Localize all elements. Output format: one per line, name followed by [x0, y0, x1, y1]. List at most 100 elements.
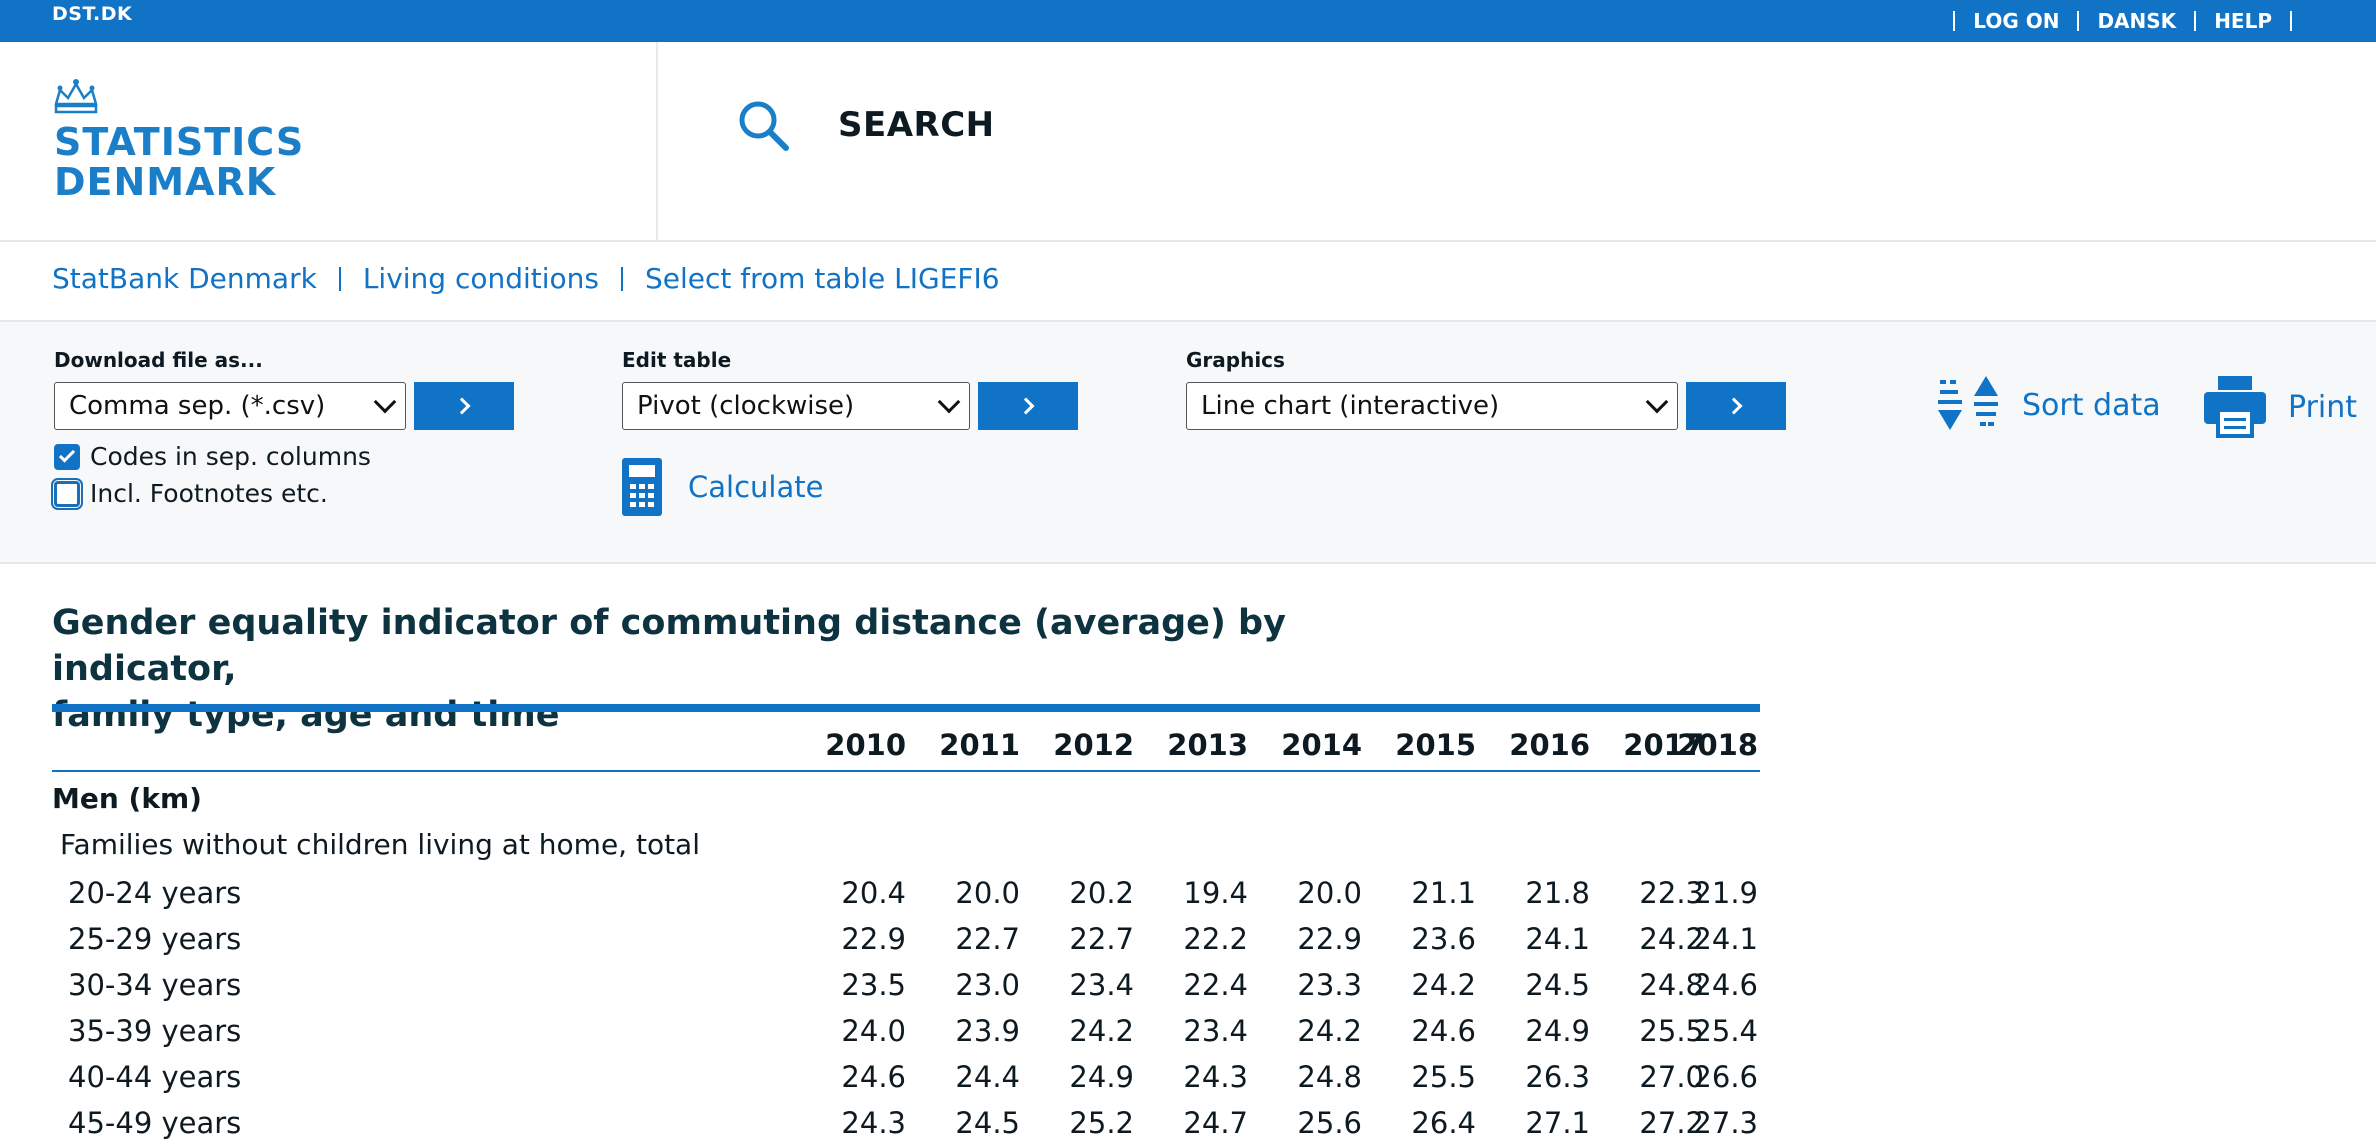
table-cell: 20.4 [841, 876, 906, 910]
graphics-group: Graphics Line chart (interactive) [1186, 348, 1786, 430]
logo-line-1: STATISTICS [54, 120, 305, 164]
dansk-link[interactable]: DANSK [2097, 9, 2177, 33]
edit-table-value: Pivot (clockwise) [637, 391, 855, 421]
chevron-right-icon [453, 397, 471, 415]
table-cell: 25.5 [1639, 1014, 1704, 1048]
table-cell: 24.3 [1183, 1060, 1248, 1094]
table-cell: 26.3 [1525, 1060, 1590, 1094]
table-cell: 21.1 [1411, 876, 1476, 910]
table-cell: 24.9 [1525, 1014, 1590, 1048]
breadcrumb: StatBank Denmark Living conditions Selec… [52, 262, 1000, 295]
table-toolbar: Download file as... Comma sep. (*.csv) C… [0, 320, 2376, 564]
dst-link[interactable]: DST.DK [52, 3, 133, 25]
table-top-rule [52, 704, 1760, 712]
top-links: LOG ON DANSK HELP [1935, 0, 2310, 42]
table-cell: 24.3 [841, 1106, 906, 1140]
year-header: 2011 [939, 728, 1020, 762]
codes-checkbox[interactable] [54, 443, 80, 470]
table-cell: 26.6 [1693, 1060, 1758, 1094]
year-header: 2018 [1677, 728, 1758, 762]
checkmark-icon [58, 446, 76, 463]
download-format-select[interactable]: Comma sep. (*.csv) [54, 382, 406, 430]
table-cell: 24.6 [1411, 1014, 1476, 1048]
table-cell: 20.0 [1297, 876, 1362, 910]
chevron-right-icon [1017, 397, 1035, 415]
table-cell: 23.6 [1411, 922, 1476, 956]
download-group: Download file as... Comma sep. (*.csv) C… [51, 348, 514, 510]
table-cell: 27.1 [1525, 1106, 1590, 1140]
table-cell: 22.7 [955, 922, 1020, 956]
link-separator [2194, 11, 2197, 31]
footnotes-checkbox-label: Incl. Footnotes etc. [90, 479, 328, 508]
table-cell: 21.9 [1693, 876, 1758, 910]
logo-line-2: DENMARK [54, 160, 277, 204]
footnotes-checkbox-row[interactable]: Incl. Footnotes etc. [51, 477, 514, 510]
table-cell: 25.5 [1411, 1060, 1476, 1094]
table-cell: 20.2 [1069, 876, 1134, 910]
table-cell: 22.2 [1183, 922, 1248, 956]
table-cell: 23.9 [955, 1014, 1020, 1048]
year-header: 2014 [1281, 728, 1362, 762]
table-cell: 24.7 [1183, 1106, 1248, 1140]
breadcrumb-separator [621, 266, 624, 291]
table-row: 30-34 years 23.5 23.0 23.4 22.4 23.3 24.2 24.5 2… [52, 964, 1760, 1010]
table-cell: 22.3 [1639, 876, 1704, 910]
table-title-line-1: Gender equality indicator of commuting d… [52, 603, 1286, 689]
print-button[interactable]: Print [2204, 376, 2357, 438]
table-cell: 22.7 [1069, 922, 1134, 956]
calculate-label: Calculate [688, 470, 824, 504]
help-link[interactable]: HELP [2214, 9, 2272, 33]
table-cell: 24.1 [1693, 922, 1758, 956]
table-cell: 24.9 [1069, 1060, 1134, 1094]
row-label: 45-49 years [68, 1106, 242, 1140]
header-divider [656, 42, 658, 240]
edit-go-button[interactable] [978, 382, 1078, 430]
graphics-select[interactable]: Line chart (interactive) [1186, 382, 1678, 430]
table-cell: 24.0 [841, 1014, 906, 1048]
table-cell: 23.3 [1297, 968, 1362, 1002]
table-cell: 20.0 [955, 876, 1020, 910]
year-header: 2010 [825, 728, 906, 762]
top-bar: DST.DK LOG ON DANSK HELP [0, 0, 2376, 42]
graphics-go-button[interactable] [1686, 382, 1786, 430]
edit-table-select[interactable]: Pivot (clockwise) [622, 382, 970, 430]
edit-group: Edit table Pivot (clockwise) [622, 348, 1078, 430]
breadcrumb-statbank[interactable]: StatBank Denmark [52, 262, 317, 295]
year-header: 2016 [1509, 728, 1590, 762]
calculator-icon [622, 458, 662, 516]
search-button[interactable]: SEARCH [736, 98, 995, 152]
table-cell: 24.6 [841, 1060, 906, 1094]
breadcrumb-separator [338, 266, 341, 291]
year-header: 2013 [1167, 728, 1248, 762]
statistics-denmark-logo[interactable]: STATISTICS DENMARK [52, 78, 303, 208]
sort-data-button[interactable]: Sort data [1938, 376, 2161, 434]
row-label: 20-24 years [68, 876, 242, 910]
table-row: 40-44 years 24.6 24.4 24.9 24.3 24.8 25.5 26.3 2… [52, 1056, 1760, 1102]
download-format-value: Comma sep. (*.csv) [69, 391, 326, 421]
codes-checkbox-row[interactable]: Codes in sep. columns [54, 442, 514, 471]
table-cell: 27.0 [1639, 1060, 1704, 1094]
table-cell: 22.9 [841, 922, 906, 956]
calculate-button[interactable]: Calculate [622, 458, 823, 516]
year-header: 2015 [1395, 728, 1476, 762]
log-on-link[interactable]: LOG ON [1973, 9, 2060, 33]
table-cell: 24.1 [1525, 922, 1590, 956]
table-title: Gender equality indicator of commuting d… [52, 600, 1352, 738]
table-row: 35-39 years 24.0 23.9 24.2 23.4 24.2 24.6 24.9 2… [52, 1010, 1760, 1056]
link-separator [2077, 11, 2080, 31]
indicator-label: Men (km) [52, 782, 202, 815]
breadcrumb-select-table[interactable]: Select from table LIGEFI6 [645, 262, 1000, 295]
table-cell: 24.2 [1639, 922, 1704, 956]
breadcrumb-living-conditions[interactable]: Living conditions [362, 262, 600, 295]
download-label: Download file as... [54, 348, 263, 372]
table-cell: 27.2 [1639, 1106, 1704, 1140]
link-separator [2290, 11, 2292, 31]
footnotes-checkbox[interactable] [51, 477, 83, 510]
table-cell: 23.5 [841, 968, 906, 1002]
download-go-button[interactable] [414, 382, 514, 430]
table-cell: 24.8 [1639, 968, 1704, 1002]
table-cell: 24.4 [955, 1060, 1020, 1094]
link-separator [1953, 11, 1956, 31]
table-row: 45-49 years 24.3 24.5 25.2 24.7 25.6 26.4 27.1 2… [52, 1102, 1760, 1148]
chevron-down-icon [1645, 390, 1669, 414]
